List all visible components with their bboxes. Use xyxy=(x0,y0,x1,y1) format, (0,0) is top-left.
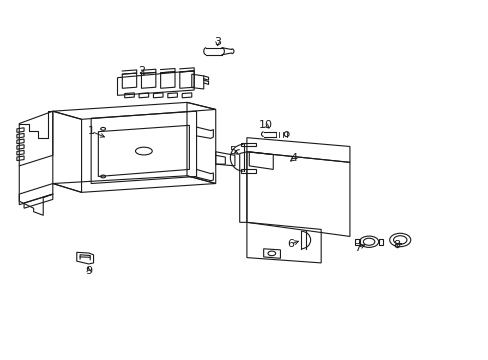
Text: 2: 2 xyxy=(138,66,145,76)
Text: 5: 5 xyxy=(229,146,236,156)
Text: 3: 3 xyxy=(214,37,221,47)
Text: 9: 9 xyxy=(85,266,92,276)
Text: 4: 4 xyxy=(290,153,297,163)
Text: 6: 6 xyxy=(286,239,293,249)
Text: 7: 7 xyxy=(353,243,361,253)
Text: 1: 1 xyxy=(87,126,95,136)
Text: 8: 8 xyxy=(392,240,400,250)
Text: 10: 10 xyxy=(259,120,272,130)
